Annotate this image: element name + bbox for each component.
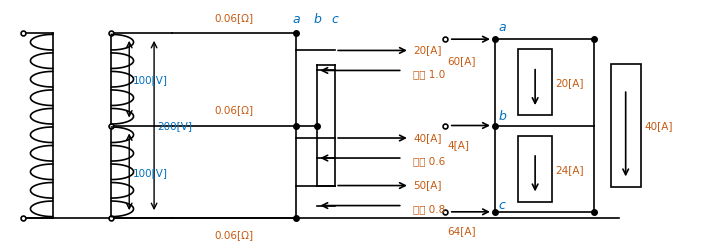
- Text: 20[A]: 20[A]: [555, 78, 584, 88]
- Text: 역률 0.6: 역률 0.6: [414, 156, 446, 166]
- Text: b: b: [314, 13, 322, 25]
- Text: 0.06[Ω]: 0.06[Ω]: [215, 13, 254, 23]
- Text: 4[A]: 4[A]: [448, 140, 469, 150]
- Text: 역률 0.8: 역률 0.8: [414, 203, 446, 213]
- Text: 50[A]: 50[A]: [414, 180, 442, 190]
- Bar: [518, 136, 552, 202]
- Text: 20[A]: 20[A]: [414, 45, 442, 55]
- Text: 200[V]: 200[V]: [158, 121, 193, 131]
- Text: 24[A]: 24[A]: [555, 164, 584, 174]
- Text: 0.06[Ω]: 0.06[Ω]: [215, 105, 254, 115]
- Text: 0.06[Ω]: 0.06[Ω]: [215, 229, 254, 239]
- Text: c: c: [332, 13, 339, 25]
- Text: 역률 1.0: 역률 1.0: [414, 69, 446, 79]
- Text: c: c: [498, 198, 506, 211]
- Bar: [611, 65, 640, 187]
- Text: a: a: [292, 13, 300, 25]
- Text: 60[A]: 60[A]: [448, 56, 476, 66]
- Bar: [518, 50, 552, 116]
- Text: 100[V]: 100[V]: [133, 167, 168, 177]
- Text: 100[V]: 100[V]: [133, 75, 168, 85]
- Text: 40[A]: 40[A]: [644, 121, 672, 131]
- Text: a: a: [498, 21, 506, 34]
- Text: b: b: [498, 110, 506, 122]
- Text: 64[A]: 64[A]: [448, 226, 476, 236]
- Text: 40[A]: 40[A]: [414, 132, 442, 142]
